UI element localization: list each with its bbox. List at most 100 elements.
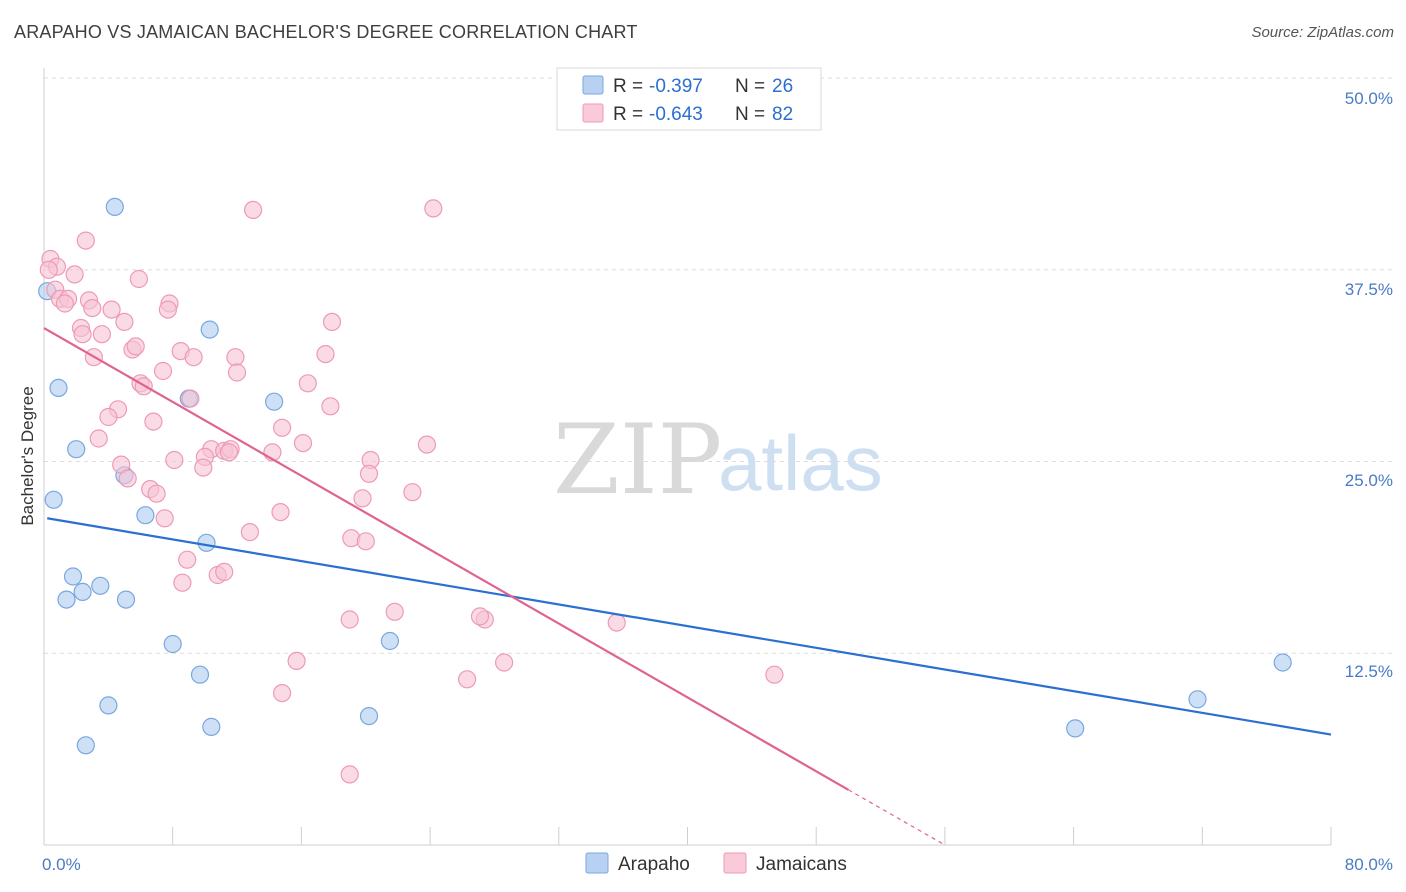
- y-tick-label: 50.0%: [1345, 89, 1393, 108]
- data-point-jamaicans: [55, 294, 75, 313]
- y-tick-label: 12.5%: [1345, 662, 1393, 681]
- data-point-jamaicans: [83, 299, 102, 318]
- data-point-arapaho: [57, 590, 76, 609]
- data-point-jamaicans: [359, 464, 379, 483]
- data-point-jamaicans: [227, 363, 247, 382]
- legend-n-value: 26: [772, 76, 793, 97]
- legend-n-value: 82: [772, 104, 793, 125]
- data-point-jamaicans: [99, 407, 118, 427]
- data-point-arapaho: [49, 378, 68, 397]
- series-jamaicans: [39, 199, 784, 784]
- x-tick-label-min: 0.0%: [42, 855, 81, 874]
- data-point-jamaicans: [178, 550, 197, 569]
- data-point-jamaicans: [89, 429, 108, 448]
- data-point-jamaicans: [173, 573, 192, 592]
- gridlines: [44, 77, 1392, 654]
- data-point-jamaicans: [226, 348, 245, 367]
- data-point-arapaho: [44, 490, 63, 509]
- data-point-arapaho: [105, 197, 124, 216]
- data-point-jamaicans: [76, 231, 95, 250]
- data-point-arapaho: [1188, 690, 1207, 709]
- chart-title: ARAPAHO VS JAMAICAN BACHELOR'S DEGREE CO…: [14, 22, 638, 42]
- data-point-jamaicans: [144, 412, 163, 431]
- legend-r-value: -0.397: [649, 76, 703, 97]
- data-point-arapaho: [63, 567, 83, 586]
- data-point-jamaicans: [194, 458, 213, 477]
- data-point-jamaicans: [273, 683, 292, 703]
- data-point-jamaicans: [470, 607, 490, 626]
- trendline-jamaicans: [43, 327, 849, 791]
- data-point-jamaicans: [424, 199, 443, 218]
- data-point-jamaicans: [607, 613, 626, 632]
- data-point-jamaicans: [356, 532, 375, 551]
- data-point-jamaicans: [293, 434, 313, 453]
- bottom-legend-swatch-jamaicans: [723, 852, 747, 874]
- bottom-legend-swatch-arapaho: [585, 852, 609, 874]
- trendline-arapaho: [47, 517, 1332, 736]
- data-point-arapaho: [1273, 653, 1292, 672]
- series-arapaho: [38, 197, 1292, 755]
- data-point-jamaicans: [271, 502, 290, 522]
- data-point-jamaicans: [765, 665, 784, 684]
- data-point-jamaicans: [92, 325, 112, 344]
- data-point-arapaho: [67, 440, 86, 459]
- data-point-jamaicans: [118, 469, 137, 488]
- data-point-jamaicans: [102, 300, 121, 319]
- watermark-atlas: atlas: [718, 419, 883, 507]
- data-point-jamaicans: [244, 200, 263, 219]
- data-point-jamaicans: [215, 562, 234, 582]
- data-point-arapaho: [163, 634, 182, 654]
- data-point-arapaho: [359, 706, 379, 726]
- data-point-jamaicans: [458, 670, 477, 689]
- legend-r-label: R =: [613, 76, 643, 97]
- data-point-arapaho: [197, 533, 216, 552]
- data-point-arapaho: [200, 320, 219, 339]
- legend-swatch-arapaho: [582, 75, 604, 95]
- data-point-jamaicans: [298, 374, 317, 393]
- data-point-arapaho: [116, 590, 136, 609]
- data-point-arapaho: [265, 392, 284, 411]
- data-point-jamaicans: [353, 489, 372, 508]
- x-ticks: [43, 827, 1332, 845]
- data-point-jamaicans: [165, 450, 184, 470]
- y-tick-label: 37.5%: [1345, 280, 1393, 299]
- legend-r-label: R =: [613, 104, 643, 125]
- y-tick-labels: 50.0% 37.5% 25.0% 12.5%: [1345, 89, 1393, 681]
- data-point-jamaicans: [73, 325, 92, 344]
- data-point-jamaicans: [155, 509, 174, 528]
- data-point-jamaicans: [403, 483, 422, 502]
- data-point-jamaicans: [126, 337, 145, 356]
- data-point-arapaho: [190, 665, 210, 684]
- data-point-jamaicans: [219, 443, 239, 462]
- data-point-arapaho: [380, 631, 399, 651]
- bottom-legend-label-arapaho: Arapaho: [618, 854, 690, 875]
- y-axis-label: Bachelor's Degree: [18, 386, 37, 525]
- data-point-jamaicans: [65, 265, 84, 284]
- trendline-extension-jamaicans: [848, 789, 946, 846]
- data-point-jamaicans: [340, 610, 359, 629]
- data-point-jamaicans: [340, 765, 359, 784]
- data-point-jamaicans: [385, 602, 404, 621]
- data-point-jamaicans: [129, 269, 148, 289]
- data-point-jamaicans: [115, 312, 134, 331]
- bottom-legend-label-jamaicans: Jamaicans: [756, 854, 847, 875]
- data-point-arapaho: [136, 506, 155, 525]
- legend-swatch-jamaicans: [582, 103, 604, 123]
- data-point-jamaicans: [184, 348, 203, 367]
- trendlines: [43, 327, 1332, 846]
- data-point-arapaho: [1066, 719, 1085, 738]
- watermark: ZIP atlas: [553, 404, 883, 516]
- data-point-jamaicans: [158, 300, 177, 319]
- data-point-arapaho: [91, 576, 110, 595]
- data-point-jamaicans: [273, 418, 292, 437]
- data-point-jamaicans: [417, 435, 436, 454]
- data-point-arapaho: [99, 696, 118, 715]
- data-point-jamaicans: [39, 260, 58, 279]
- legend-n-label: N =: [735, 104, 765, 125]
- data-point-arapaho: [73, 582, 92, 602]
- source-credit: Source: ZipAtlas.com: [1251, 24, 1394, 41]
- legend-r-value: -0.643: [649, 104, 703, 125]
- data-point-jamaicans: [147, 484, 166, 503]
- data-point-jamaicans: [316, 345, 335, 364]
